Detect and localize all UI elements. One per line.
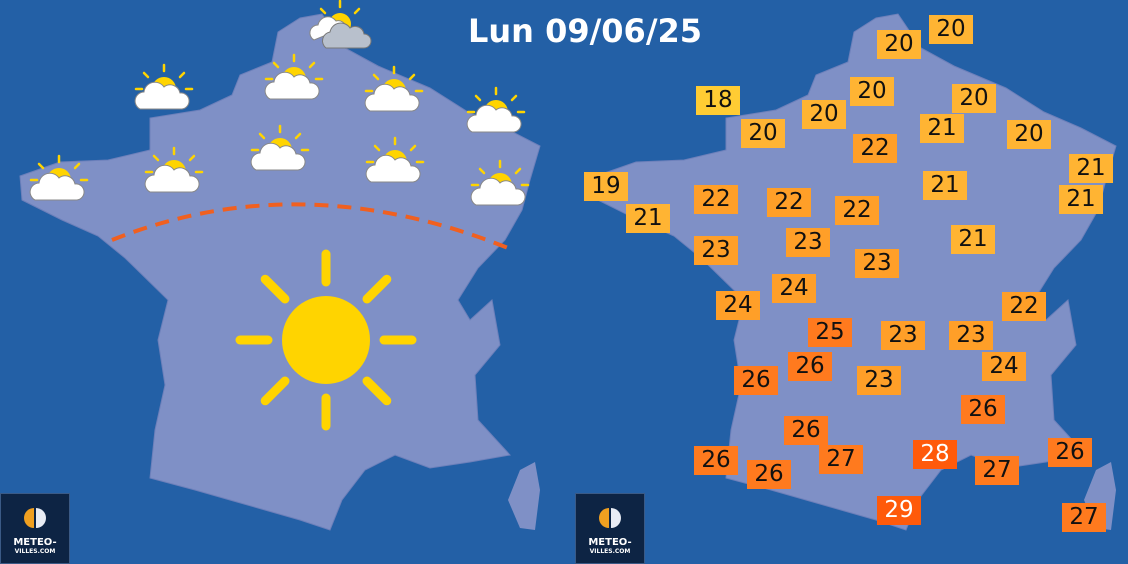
temperature-label: 27	[1062, 503, 1106, 532]
meteo-villes-logo[interactable]: METEO- VILLES.COM	[0, 493, 70, 564]
temperature-label: 18	[696, 86, 740, 115]
temperature-label: 23	[949, 321, 993, 350]
temperature-label: 26	[788, 352, 832, 381]
temperature-label: 29	[877, 496, 921, 525]
logo-half-moon-icon	[24, 508, 46, 528]
date-title: Lun 09/06/25	[467, 12, 703, 50]
temperature-label: 23	[857, 366, 901, 395]
corsica-land	[508, 462, 540, 530]
meteo-villes-logo[interactable]: METEO- VILLES.COM	[575, 493, 645, 564]
temperature-label: 23	[694, 236, 738, 265]
temperature-label: 21	[920, 114, 964, 143]
sun-ray	[362, 274, 392, 304]
sun-cloud-icon	[133, 63, 194, 111]
temperature-label: 26	[747, 460, 791, 489]
temperature-label: 26	[694, 446, 738, 475]
temperature-label: 21	[923, 171, 967, 200]
temperature-label: 20	[952, 84, 996, 113]
logo-text: METEO-	[13, 537, 57, 548]
logo-subtext: VILLES.COM	[14, 548, 56, 555]
temperature-label: 26	[1048, 438, 1092, 467]
temperature-label: 21	[1069, 154, 1113, 183]
logo-text: METEO-	[588, 537, 632, 548]
temperature-label: 23	[855, 249, 899, 278]
sun-icon	[235, 249, 417, 431]
temperature-label: 22	[835, 196, 879, 225]
temperature-label: 28	[913, 440, 957, 469]
temperature-label: 21	[626, 204, 670, 233]
sun-ray	[362, 376, 392, 406]
dashed-boundary-line	[111, 202, 509, 250]
logo-half-moon-icon	[599, 508, 621, 528]
temperature-label: 22	[853, 134, 897, 163]
sun-ray	[260, 376, 290, 406]
temperature-label: 22	[1002, 292, 1046, 321]
temperature-label: 21	[1059, 185, 1103, 214]
logo-subtext: VILLES.COM	[589, 548, 631, 555]
left-map	[19, 0, 541, 531]
temperature-label: 22	[694, 185, 738, 214]
temperature-label: 20	[1007, 120, 1051, 149]
temperature-label: 26	[961, 395, 1005, 424]
temperature-label: 20	[741, 119, 785, 148]
temperature-label: 20	[850, 77, 894, 106]
temperature-label: 24	[982, 352, 1026, 381]
temperature-label: 19	[584, 172, 628, 201]
temperature-label: 27	[819, 445, 863, 474]
temperature-label: 21	[951, 225, 995, 254]
temperature-label: 24	[716, 291, 760, 320]
temperature-label: 20	[929, 15, 973, 44]
temperature-label: 27	[975, 456, 1019, 485]
temperature-label: 26	[734, 366, 778, 395]
temperature-label: 20	[802, 100, 846, 129]
sun-disc	[282, 296, 370, 384]
sun-cloud-icon	[465, 86, 526, 134]
temperature-label: 20	[877, 30, 921, 59]
temperature-label: 23	[786, 228, 830, 257]
temperature-label: 24	[772, 274, 816, 303]
temperature-label: 23	[881, 321, 925, 350]
temperature-label: 25	[808, 318, 852, 347]
temperature-label: 22	[767, 188, 811, 217]
sun-ray	[260, 274, 290, 304]
temperature-label: 26	[784, 416, 828, 445]
